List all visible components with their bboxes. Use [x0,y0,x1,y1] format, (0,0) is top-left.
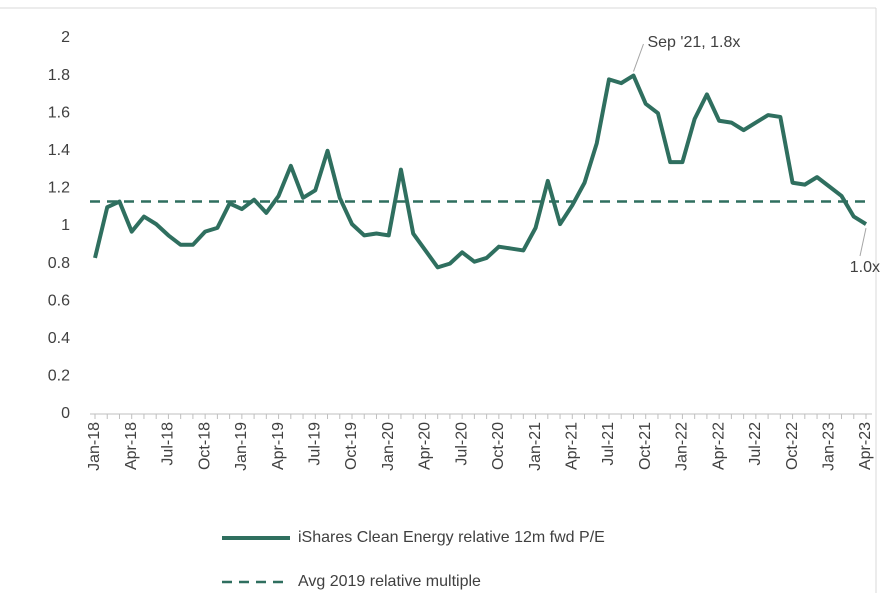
x-tick-label: Jan-19 [233,422,250,471]
x-tick-label: Jul-21 [600,422,617,466]
x-tick-label: Jul-22 [747,422,764,466]
x-tick-label: Apr-23 [857,422,874,470]
x-tick-label: Oct-19 [343,422,360,470]
y-tick-label: 0.4 [48,330,70,347]
x-tick-label: Oct-22 [784,422,801,470]
y-tick-label: 0.2 [48,368,70,385]
x-tick-label: Oct-21 [637,422,654,470]
legend-label: iShares Clean Energy relative 12m fwd P/… [298,529,605,546]
y-tick-label: 0.8 [48,255,70,272]
x-tick-label: Apr-22 [710,422,727,470]
x-tick-label: Oct-20 [490,422,507,470]
annotation-leader [859,228,867,257]
x-tick-label: Jul-19 [307,422,324,466]
x-tick-label: Jan-23 [821,422,838,471]
x-tick-label: Apr-21 [564,422,581,470]
annotation-leader [633,43,644,72]
legend-label: Avg 2019 relative multiple [298,573,481,590]
x-tick-label: Oct-18 [196,422,213,470]
annotation: 1.0x [850,259,880,276]
y-tick-label: 1.4 [48,142,70,159]
y-tick-label: 0 [61,405,70,422]
x-tick-label: Jul-20 [453,422,470,466]
x-tick-label: Jan-21 [527,422,544,471]
x-tick-label: Jan-18 [86,422,103,471]
x-tick-label: Jul-18 [160,422,177,466]
x-tick-label: Apr-18 [123,422,140,470]
y-tick-label: 0.6 [48,292,70,309]
y-tick-label: 1.6 [48,104,70,121]
x-tick-label: Jan-20 [380,422,397,471]
y-tick-label: 1.8 [48,67,70,84]
annotation: Sep '21, 1.8x [647,34,740,51]
x-tick-label: Apr-20 [417,422,434,470]
x-tick-label: Jan-22 [674,422,691,471]
x-tick-label: Apr-19 [270,422,287,470]
y-tick-label: 2 [61,29,70,46]
y-tick-label: 1 [61,217,70,234]
y-tick-label: 1.2 [48,180,70,197]
data-line [93,73,868,270]
